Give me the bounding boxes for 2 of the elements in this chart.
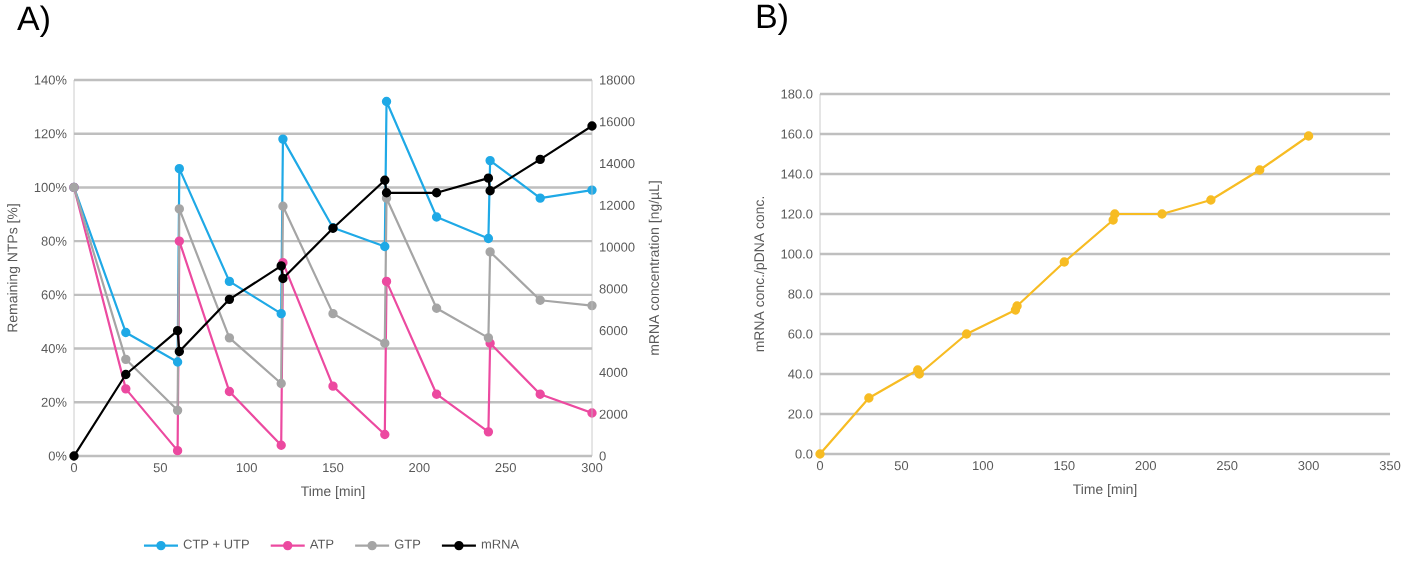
chart-title: A) [17,5,49,37]
chart-title: B) [757,3,787,35]
